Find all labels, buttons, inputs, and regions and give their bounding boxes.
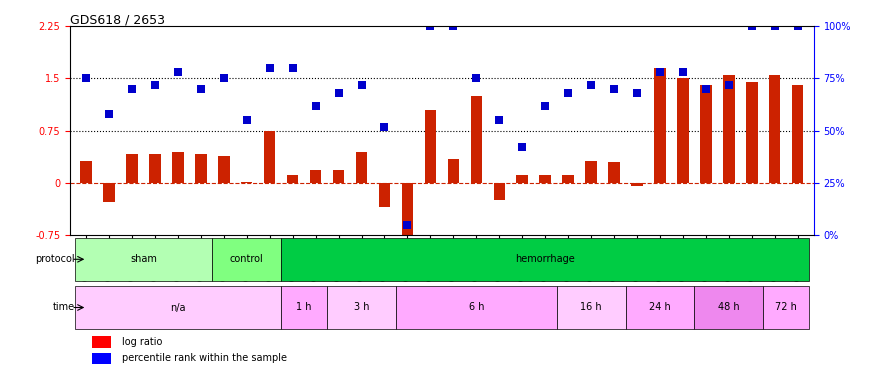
FancyBboxPatch shape [556,286,626,329]
Text: GDS618 / 2653: GDS618 / 2653 [70,13,165,26]
Bar [356,152,368,183]
Text: protocol: protocol [35,254,74,264]
Bar [287,175,298,183]
Point [309,103,323,109]
Bar [264,131,276,183]
Text: 72 h: 72 h [775,303,797,312]
Bar [631,183,643,186]
Bar [448,159,459,183]
Point [377,123,391,129]
FancyBboxPatch shape [396,286,556,329]
FancyBboxPatch shape [281,238,809,281]
Bar [654,68,666,183]
Bar [218,156,229,183]
Text: time: time [52,303,74,312]
FancyBboxPatch shape [626,286,695,329]
Point [469,75,483,81]
Bar [677,78,689,183]
Text: 1 h: 1 h [297,303,311,312]
Point [401,222,415,228]
Text: hemorrhage: hemorrhage [515,254,575,264]
Point [148,82,162,88]
Bar [310,170,321,183]
Bar [150,154,161,183]
Bar [746,82,758,183]
Point [446,23,460,29]
Point [561,90,575,96]
Point [676,69,690,75]
Bar [493,183,505,200]
Point [767,23,781,29]
Bar [93,336,111,348]
Text: log ratio: log ratio [123,337,163,347]
Text: 3 h: 3 h [354,303,369,312]
Bar [402,183,413,246]
Bar [769,75,780,183]
Text: n/a: n/a [170,303,186,312]
Point [262,65,276,71]
Bar [80,160,92,183]
Point [538,103,552,109]
Point [515,144,529,150]
Point [102,111,116,117]
Bar [195,154,206,183]
Point [791,23,805,29]
Bar [539,175,551,183]
FancyBboxPatch shape [763,286,809,329]
Bar [585,160,597,183]
Point [493,117,507,123]
Bar [723,75,734,183]
Point [285,65,299,71]
Point [699,86,713,92]
FancyBboxPatch shape [74,238,213,281]
Text: 16 h: 16 h [580,303,602,312]
Bar [93,352,111,364]
Bar [471,96,482,183]
Point [240,117,254,123]
Bar [103,183,115,203]
Bar [424,110,436,183]
Point [630,90,644,96]
Bar [332,170,345,183]
FancyBboxPatch shape [213,238,281,281]
Bar [563,175,574,183]
Point [171,69,185,75]
Text: sham: sham [130,254,157,264]
Text: control: control [230,254,263,264]
FancyBboxPatch shape [74,286,281,329]
Point [722,82,736,88]
Bar [241,182,253,183]
Point [354,82,368,88]
FancyBboxPatch shape [327,286,396,329]
Point [217,75,231,81]
Bar [172,152,184,183]
Point [584,82,598,88]
Point [125,86,139,92]
Text: 24 h: 24 h [649,303,671,312]
FancyBboxPatch shape [695,286,763,329]
Bar [516,175,528,183]
Text: 6 h: 6 h [468,303,484,312]
Point [653,69,667,75]
Point [745,23,759,29]
FancyBboxPatch shape [281,286,327,329]
Bar [379,183,390,207]
Text: 48 h: 48 h [718,303,739,312]
Text: percentile rank within the sample: percentile rank within the sample [123,353,287,363]
Bar [700,86,711,183]
Point [607,86,621,92]
Point [424,23,438,29]
Point [79,75,93,81]
Bar [126,154,137,183]
Bar [792,86,803,183]
Point [194,86,208,92]
Bar [608,162,620,183]
Point [332,90,346,96]
